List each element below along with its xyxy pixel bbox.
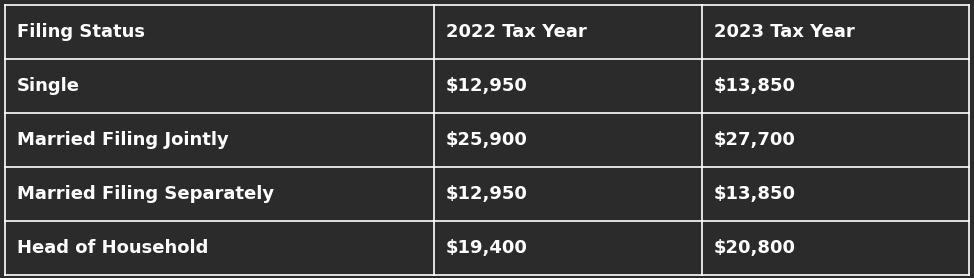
Bar [702,221,969,275]
Bar [5,221,434,275]
Text: $25,900: $25,900 [446,131,528,149]
Bar [434,113,702,167]
Bar [5,113,434,167]
Text: $12,950: $12,950 [446,185,528,203]
Text: $12,950: $12,950 [446,77,528,95]
Bar [702,113,969,167]
Text: Married Filing Jointly: Married Filing Jointly [17,131,228,149]
Bar [5,5,434,59]
Text: $27,700: $27,700 [714,131,796,149]
Bar [702,5,969,59]
Text: $13,850: $13,850 [714,77,796,95]
Bar [5,167,434,221]
Text: Filing Status: Filing Status [17,23,144,41]
Bar [434,59,702,113]
Text: $20,800: $20,800 [714,239,796,257]
Text: $13,850: $13,850 [714,185,796,203]
Bar [702,59,969,113]
Bar [702,167,969,221]
Bar [434,167,702,221]
Bar [434,221,702,275]
Text: Head of Household: Head of Household [17,239,207,257]
Text: Married Filing Separately: Married Filing Separately [17,185,274,203]
Bar [5,59,434,113]
Text: 2023 Tax Year: 2023 Tax Year [714,23,854,41]
Bar [434,5,702,59]
Text: 2022 Tax Year: 2022 Tax Year [446,23,586,41]
Text: Single: Single [17,77,80,95]
Text: $19,400: $19,400 [446,239,528,257]
